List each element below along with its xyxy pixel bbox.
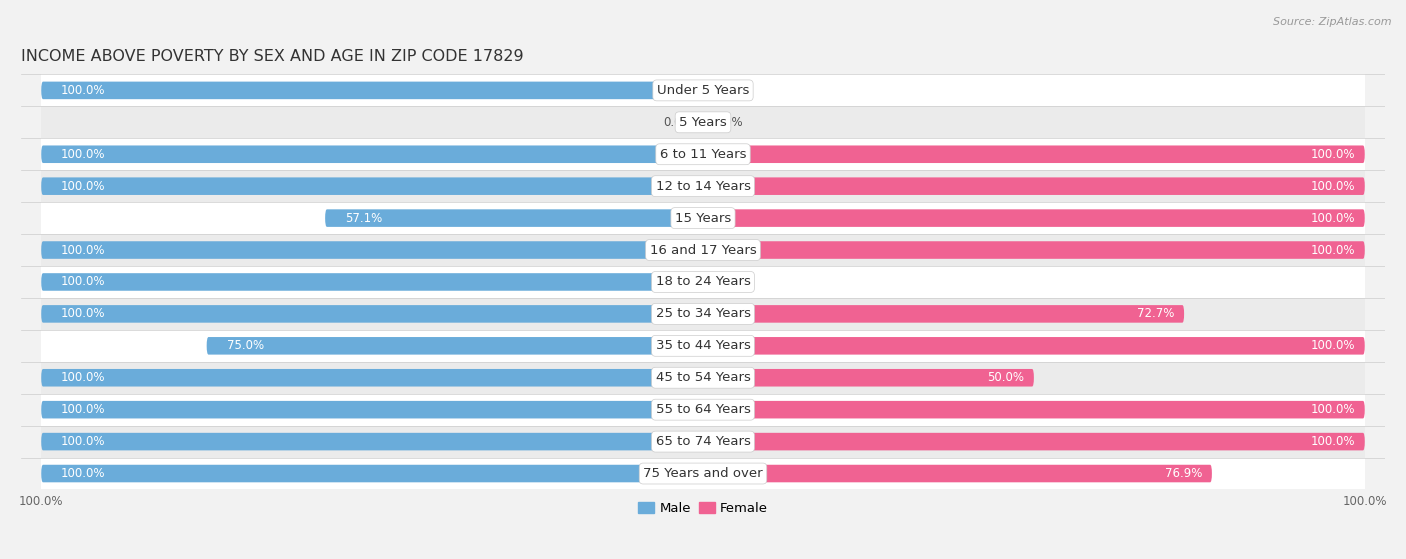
FancyBboxPatch shape [41, 273, 703, 291]
Text: 55 to 64 Years: 55 to 64 Years [655, 403, 751, 416]
Text: 12 to 14 Years: 12 to 14 Years [655, 179, 751, 193]
FancyBboxPatch shape [703, 305, 1184, 323]
Text: 100.0%: 100.0% [1310, 148, 1355, 161]
FancyBboxPatch shape [41, 394, 1365, 425]
Text: 50.0%: 50.0% [987, 371, 1024, 384]
FancyBboxPatch shape [703, 465, 1212, 482]
Text: 100.0%: 100.0% [60, 435, 105, 448]
FancyBboxPatch shape [703, 113, 723, 131]
FancyBboxPatch shape [41, 74, 1365, 106]
FancyBboxPatch shape [703, 401, 1365, 419]
Text: 100.0%: 100.0% [1310, 403, 1355, 416]
Text: 18 to 24 Years: 18 to 24 Years [655, 276, 751, 288]
Text: 0.0%: 0.0% [713, 84, 742, 97]
FancyBboxPatch shape [703, 113, 723, 131]
FancyBboxPatch shape [41, 465, 703, 482]
FancyBboxPatch shape [703, 209, 1365, 227]
Text: 100.0%: 100.0% [60, 371, 105, 384]
Text: 100.0%: 100.0% [1310, 435, 1355, 448]
Text: 100.0%: 100.0% [1310, 179, 1355, 193]
FancyBboxPatch shape [41, 330, 1365, 362]
Text: 57.1%: 57.1% [344, 212, 382, 225]
Text: 100.0%: 100.0% [60, 244, 105, 257]
Text: 75.0%: 75.0% [226, 339, 264, 352]
FancyBboxPatch shape [207, 337, 703, 354]
FancyBboxPatch shape [41, 369, 703, 386]
Text: 76.9%: 76.9% [1164, 467, 1202, 480]
Text: 45 to 54 Years: 45 to 54 Years [655, 371, 751, 384]
FancyBboxPatch shape [703, 82, 723, 99]
Text: 25 to 34 Years: 25 to 34 Years [655, 307, 751, 320]
FancyBboxPatch shape [41, 362, 1365, 394]
FancyBboxPatch shape [41, 266, 1365, 298]
Text: 100.0%: 100.0% [60, 179, 105, 193]
Text: 100.0%: 100.0% [60, 403, 105, 416]
FancyBboxPatch shape [41, 241, 703, 259]
Text: Under 5 Years: Under 5 Years [657, 84, 749, 97]
FancyBboxPatch shape [41, 234, 1365, 266]
FancyBboxPatch shape [41, 202, 1365, 234]
Text: 100.0%: 100.0% [60, 276, 105, 288]
Text: INCOME ABOVE POVERTY BY SEX AND AGE IN ZIP CODE 17829: INCOME ABOVE POVERTY BY SEX AND AGE IN Z… [21, 49, 524, 64]
FancyBboxPatch shape [703, 273, 723, 291]
FancyBboxPatch shape [703, 241, 1365, 259]
FancyBboxPatch shape [41, 305, 703, 323]
FancyBboxPatch shape [41, 433, 703, 451]
Text: Source: ZipAtlas.com: Source: ZipAtlas.com [1274, 17, 1392, 27]
Text: 100.0%: 100.0% [1310, 212, 1355, 225]
Text: 16 and 17 Years: 16 and 17 Years [650, 244, 756, 257]
Text: 100.0%: 100.0% [60, 148, 105, 161]
Text: 75 Years and over: 75 Years and over [643, 467, 763, 480]
FancyBboxPatch shape [41, 138, 1365, 170]
FancyBboxPatch shape [41, 458, 1365, 490]
FancyBboxPatch shape [703, 145, 1365, 163]
Text: 100.0%: 100.0% [1310, 339, 1355, 352]
Text: 72.7%: 72.7% [1137, 307, 1174, 320]
Legend: Male, Female: Male, Female [633, 497, 773, 520]
FancyBboxPatch shape [41, 401, 703, 419]
FancyBboxPatch shape [41, 106, 1365, 138]
FancyBboxPatch shape [41, 145, 703, 163]
Text: 0.0%: 0.0% [713, 276, 742, 288]
Text: 35 to 44 Years: 35 to 44 Years [655, 339, 751, 352]
Text: 5 Years: 5 Years [679, 116, 727, 129]
Text: 65 to 74 Years: 65 to 74 Years [655, 435, 751, 448]
Text: 0.0%: 0.0% [713, 116, 742, 129]
FancyBboxPatch shape [703, 433, 1365, 451]
FancyBboxPatch shape [703, 369, 1033, 386]
FancyBboxPatch shape [41, 82, 703, 99]
Text: 100.0%: 100.0% [60, 307, 105, 320]
FancyBboxPatch shape [41, 177, 703, 195]
Text: 15 Years: 15 Years [675, 212, 731, 225]
Text: 6 to 11 Years: 6 to 11 Years [659, 148, 747, 161]
FancyBboxPatch shape [703, 177, 1365, 195]
FancyBboxPatch shape [41, 298, 1365, 330]
FancyBboxPatch shape [703, 337, 1365, 354]
FancyBboxPatch shape [41, 425, 1365, 458]
Text: 100.0%: 100.0% [1310, 244, 1355, 257]
Text: 0.0%: 0.0% [664, 116, 693, 129]
FancyBboxPatch shape [325, 209, 703, 227]
Text: 100.0%: 100.0% [60, 84, 105, 97]
FancyBboxPatch shape [41, 170, 1365, 202]
Text: 100.0%: 100.0% [60, 467, 105, 480]
